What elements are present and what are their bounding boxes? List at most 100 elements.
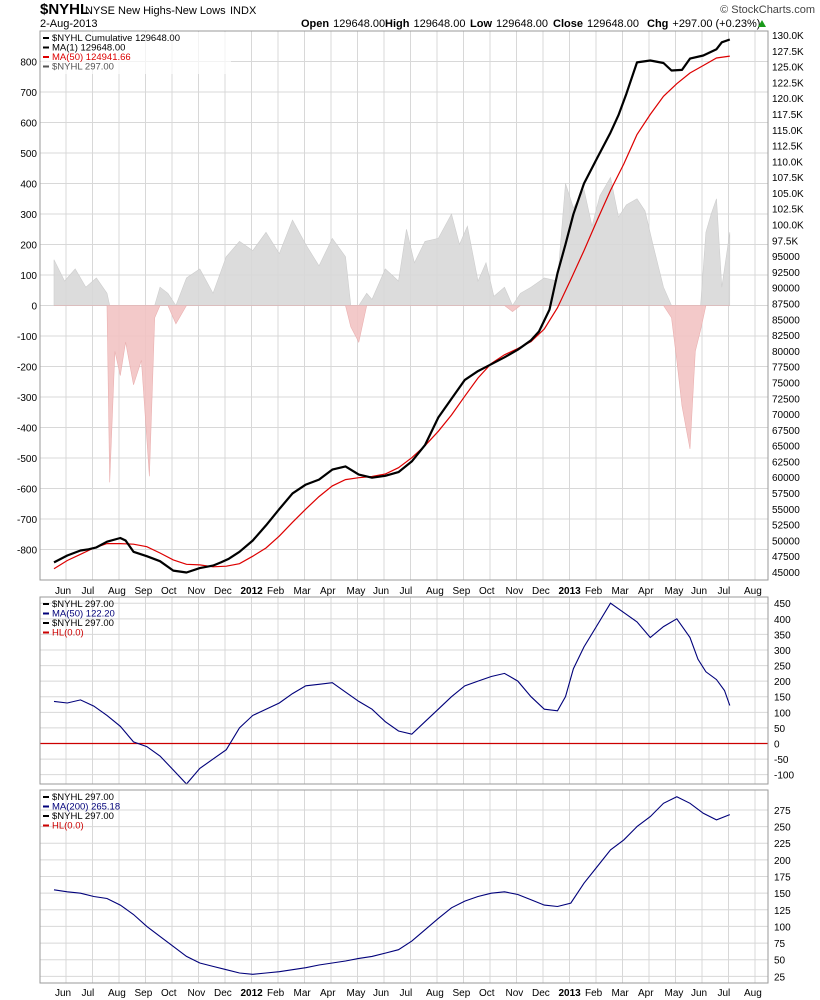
right-axis-tick-label: 125 [774, 906, 791, 917]
ohlc-readout: Open 129648.00 High 129648.00 Low 129648.00… [301, 18, 766, 30]
open-value: 129648.00 [333, 18, 385, 30]
x-tick-label: Mar [612, 988, 630, 999]
right-axis-tick-label: 200 [774, 677, 791, 688]
x-tick-label: Aug [108, 988, 126, 999]
legend-entry: $NYHL 297.00 [52, 618, 114, 629]
right-axis-tick-label: 450 [774, 599, 791, 610]
x-tick-label: May [347, 586, 366, 597]
x-tick-label: Sep [453, 988, 471, 999]
right-axis-tick-label: 300 [774, 646, 791, 657]
right-axis-tick-label: 100.0K [772, 221, 804, 232]
right-axis-tick-label: 0 [774, 739, 780, 750]
left-axis-tick-label: -300 [17, 393, 37, 404]
right-axis-tick-label: 117.5K [772, 110, 803, 121]
histogram-negative-area [54, 305, 730, 483]
right-axis-tick-label: 200 [774, 856, 791, 867]
x-tick-label: Oct [479, 586, 495, 597]
panel-frame [39, 789, 769, 984]
x-tick-label: 2012 [241, 988, 264, 999]
right-axis-tick-label: 130.0K [772, 31, 804, 42]
x-tick-label: May [665, 988, 684, 999]
x-tick-label: Apr [638, 988, 654, 999]
right-axis-tick-label: 55000 [772, 505, 800, 516]
x-tick-label: Dec [214, 586, 232, 597]
left-axis-tick-label: -800 [17, 546, 37, 557]
right-axis-tick-label: 150 [774, 693, 791, 704]
legend-entry: MA(50) 124941.66 [52, 52, 131, 63]
x-tick-label: Mar [294, 988, 312, 999]
right-axis-tick-label: 70000 [772, 410, 800, 421]
x-tick-label: Jul [400, 586, 413, 597]
x-tick-label: Jun [55, 586, 71, 597]
histogram-positive-area [53, 176, 731, 307]
left-axis-tick-label: -500 [17, 454, 37, 465]
ma200-indicator-panel: 275 250 225 200 175 150 125 100 75 50 25 $NYHL 297.… [39, 789, 791, 999]
x-tick-label: May [347, 988, 366, 999]
chg-label: Chg [647, 18, 668, 30]
right-axis-tick-label: 100 [774, 708, 791, 719]
left-axis-tick-label: 300 [20, 210, 37, 221]
x-tick-label: Nov [506, 988, 524, 999]
right-axis-tick-label: 80000 [772, 347, 800, 358]
right-axis-tick-label: 112.5K [772, 142, 803, 153]
legend-entry: $NYHL Cumulative 129648.00 [52, 33, 180, 44]
svg-text:Chg+297.00 (+0.23%): Chg +297.00 (+0.23%) [647, 18, 760, 30]
x-tick-label: Jul [82, 988, 95, 999]
right-axis-tick-label: 105.0K [772, 189, 804, 200]
left-axis-tick-label: 600 [20, 119, 37, 130]
right-axis-tick-label: 57500 [772, 489, 800, 500]
right-axis-tick-label: -50 [774, 755, 789, 766]
right-axis-tick-label: 150 [774, 889, 791, 900]
chg-value: +297.00 (+0.23%) [672, 18, 760, 30]
right-axis-tick-label: 110.0K [772, 157, 803, 168]
ma50-indicator-panel: 450 400 350 300 250 200 150 100 50 0 -50 -100 $NYHL … [39, 596, 794, 785]
right-axis-tick-label: 62500 [772, 457, 800, 468]
x-tick-label: Aug [108, 586, 126, 597]
cumulative-series-line [53, 38, 731, 574]
x-tick-label: Aug [744, 988, 762, 999]
x-tick-label: Sep [135, 988, 153, 999]
x-tick-label: Oct [479, 988, 495, 999]
x-tick-label: Aug [744, 586, 762, 597]
right-axis-tick-label: 92500 [772, 268, 800, 279]
legend-entry: $NYHL 297.00 [52, 811, 114, 822]
chart-date: 2-Aug-2013 [40, 18, 98, 30]
right-axis-tick-label: 175 [774, 873, 791, 884]
panel-frame [39, 596, 769, 785]
right-axis-tick-label: 67500 [772, 426, 800, 437]
right-axis-tick-label: 350 [774, 630, 791, 641]
main-price-panel: 130.0K 127.5K 125.0K 122.5K 120.0K 117.5K 115.… [17, 30, 804, 597]
high-label: High [385, 18, 410, 30]
left-axis-tick-label: 400 [20, 180, 37, 191]
left-axis-tick-label: 0 [31, 302, 37, 313]
right-axis-tick-label: -100 [774, 771, 794, 782]
x-tick-label: Oct [161, 988, 177, 999]
legend-background [41, 32, 231, 74]
x-tick-label: Apr [320, 988, 336, 999]
legend-entry: $NYHL 297.00 [52, 62, 114, 73]
x-tick-label: Jun [373, 988, 389, 999]
left-axis-tick-label: 500 [20, 149, 37, 160]
x-tick-label: 2013 [559, 586, 582, 597]
up-arrow-icon [758, 20, 766, 27]
right-axis-tick-label: 250 [774, 823, 791, 834]
right-axis-tick-label: 275 [774, 806, 791, 817]
right-axis-tick-label: 120.0K [772, 94, 804, 105]
right-axis-tick-label: 47500 [772, 552, 800, 563]
x-tick-label: 2013 [559, 988, 582, 999]
panel-frame [39, 30, 769, 581]
x-tick-label: Nov [188, 988, 206, 999]
brand-watermark[interactable]: © StockCharts.com [720, 4, 815, 16]
x-tick-label: Mar [612, 586, 630, 597]
x-tick-label: Jun [55, 988, 71, 999]
right-axis-tick-label: 72500 [772, 394, 800, 405]
x-tick-label: 2012 [241, 586, 264, 597]
left-axis-tick-label: 700 [20, 88, 37, 99]
legend-entry: $NYHL 297.00 [52, 599, 114, 610]
x-tick-label: Jul [718, 586, 731, 597]
legend-entry: MA(200) 265.18 [52, 802, 120, 813]
legend-entry: HL(0.0) [52, 821, 84, 832]
